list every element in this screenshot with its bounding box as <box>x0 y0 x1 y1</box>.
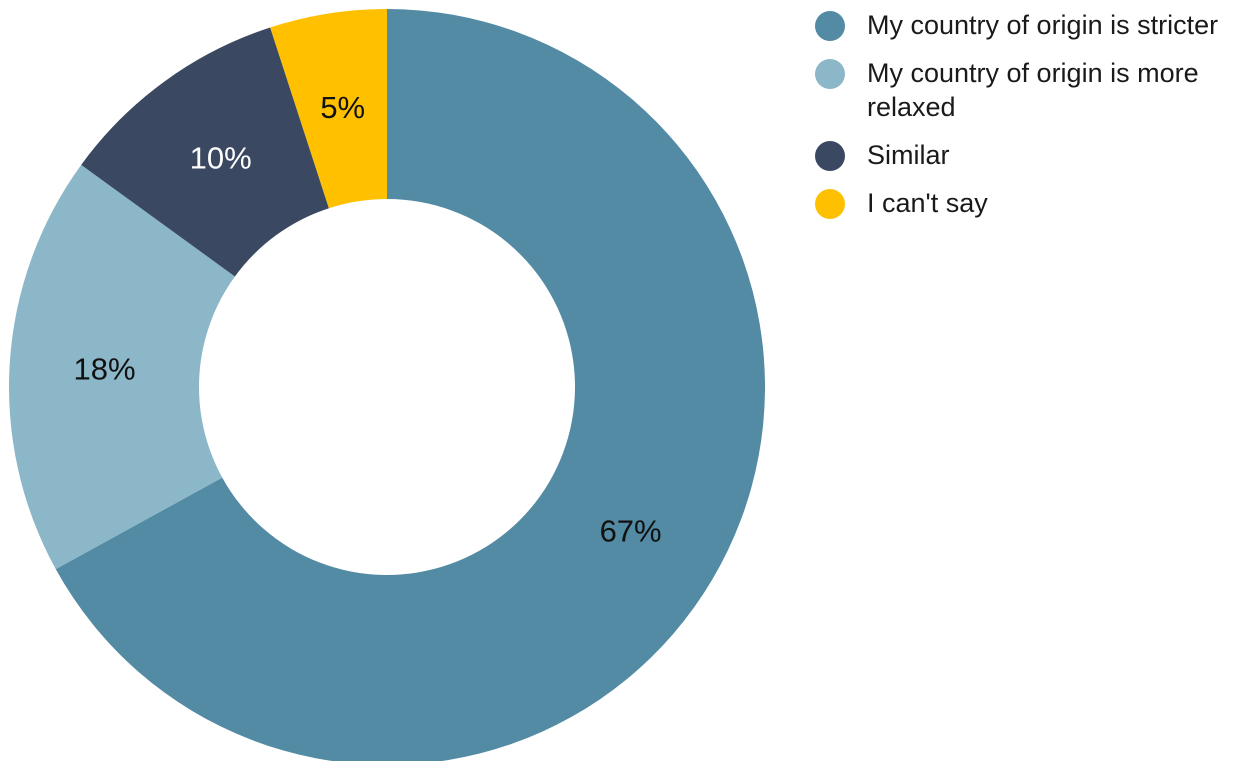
donut-chart-canvas: 67% 18% 10% 5% <box>9 9 765 761</box>
slice-label-my-country-of-origin-is-stricter: 67% <box>600 514 662 549</box>
legend-item-similar: Similar <box>815 138 1235 172</box>
chart-legend: My country of origin is stricter My coun… <box>815 8 1235 234</box>
legend-item-more-relaxed: My country of origin is more relaxed <box>815 56 1235 124</box>
legend-label: My country of origin is more relaxed <box>867 58 1199 122</box>
slice-my-country-of-origin-is-stricter <box>55 9 765 761</box>
slice-i-can-t-say <box>270 9 387 209</box>
slice-my-country-of-origin-is-more-relaxed <box>9 164 235 570</box>
legend-marker <box>815 141 845 171</box>
legend-label: My country of origin is stricter <box>867 10 1219 40</box>
slice-label-similar: 10% <box>190 141 252 176</box>
legend-marker <box>815 189 845 219</box>
legend-item-stricter: My country of origin is stricter <box>815 8 1235 42</box>
slice-similar <box>81 27 329 277</box>
legend-label: Similar <box>867 140 950 170</box>
legend-marker <box>815 59 845 89</box>
slice-label-i-can-t-say: 5% <box>320 90 365 125</box>
legend-item-cant-say: I can't say <box>815 186 1235 220</box>
legend-marker <box>815 11 845 41</box>
slice-label-my-country-of-origin-is-more-relaxed: 18% <box>74 352 136 387</box>
legend-label: I can't say <box>867 188 988 218</box>
